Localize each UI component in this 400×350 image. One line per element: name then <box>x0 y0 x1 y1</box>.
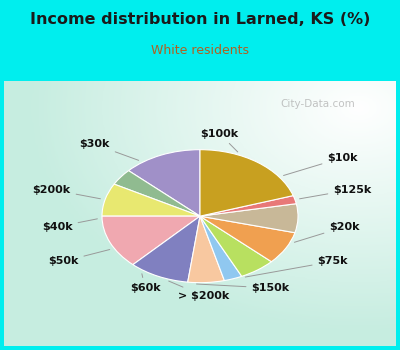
Text: White residents: White residents <box>151 44 249 57</box>
Text: $40k: $40k <box>42 219 97 232</box>
Text: $60k: $60k <box>130 274 160 293</box>
Text: $150k: $150k <box>196 283 290 293</box>
Wedge shape <box>200 216 242 281</box>
Text: $30k: $30k <box>80 139 139 160</box>
Wedge shape <box>128 150 200 216</box>
Text: $75k: $75k <box>245 257 348 277</box>
Wedge shape <box>200 196 296 216</box>
Text: $200k: $200k <box>32 184 100 199</box>
Wedge shape <box>102 184 200 216</box>
Text: $125k: $125k <box>300 184 372 199</box>
Wedge shape <box>200 204 298 233</box>
Text: $50k: $50k <box>48 250 110 266</box>
Wedge shape <box>200 216 272 276</box>
Text: $20k: $20k <box>294 222 360 242</box>
Text: > $200k: > $200k <box>169 281 230 301</box>
Wedge shape <box>102 216 200 265</box>
Text: City-Data.com: City-Data.com <box>280 99 355 110</box>
Text: $100k: $100k <box>200 129 239 152</box>
Wedge shape <box>114 171 200 216</box>
Text: $10k: $10k <box>284 153 358 175</box>
Wedge shape <box>133 216 200 282</box>
Text: Income distribution in Larned, KS (%): Income distribution in Larned, KS (%) <box>30 12 370 27</box>
Wedge shape <box>200 216 295 262</box>
Wedge shape <box>200 150 293 216</box>
Wedge shape <box>188 216 224 283</box>
